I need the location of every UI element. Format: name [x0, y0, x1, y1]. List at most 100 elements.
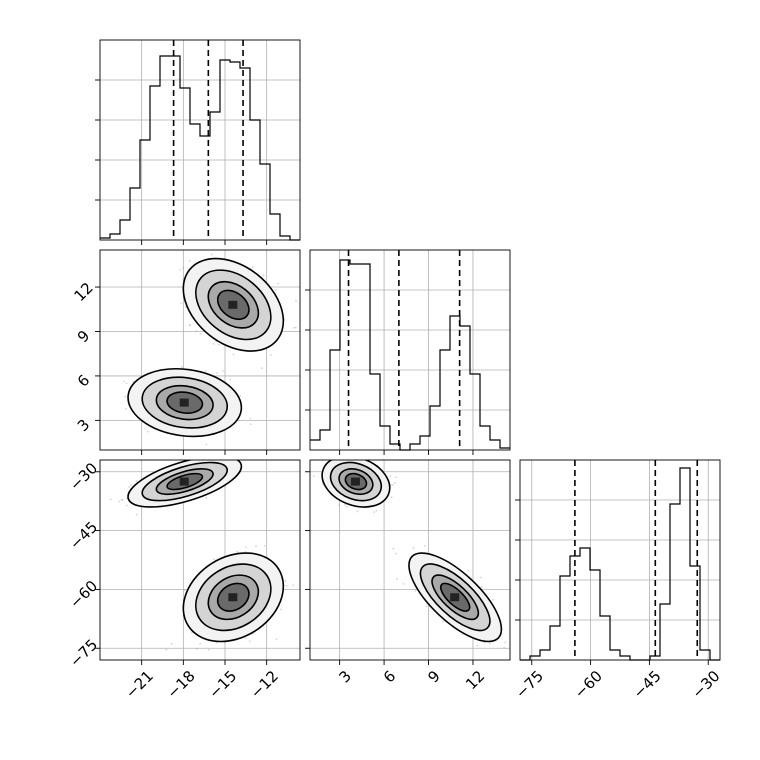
sample-point [391, 484, 394, 487]
panel-frame [519, 459, 721, 661]
panel-frame [99, 249, 301, 451]
sample-point [442, 620, 445, 623]
sample-point [205, 497, 208, 499]
sample-point [205, 443, 208, 446]
sample-point [292, 584, 295, 587]
sample-point [476, 644, 479, 647]
density-peak [450, 593, 460, 602]
sample-point [110, 498, 112, 501]
sample-point [208, 649, 210, 651]
sample-point [184, 305, 187, 308]
panel-background [310, 250, 510, 450]
contour-line [141, 376, 229, 429]
y-tick-label: 12 [71, 279, 97, 305]
sample-point [504, 641, 507, 644]
panel-content [123, 253, 297, 446]
y-tick-label: 6 [74, 371, 93, 390]
contour-line [216, 582, 250, 612]
histogram-line [310, 259, 510, 451]
sample-point [199, 332, 202, 335]
sample-point [229, 378, 232, 381]
sample-point [251, 266, 254, 268]
histogram-line [100, 55, 300, 241]
sample-point [188, 324, 191, 327]
sample-point [182, 267, 185, 270]
sample-point [280, 608, 282, 611]
sample-point [312, 475, 315, 478]
sample-point [232, 353, 235, 356]
sample-point [244, 637, 247, 640]
sample-point [284, 580, 287, 582]
sample-point [124, 395, 127, 398]
sample-point [146, 430, 149, 433]
sample-point [221, 370, 224, 372]
sample-point [390, 496, 393, 499]
panel-frame [309, 249, 511, 451]
contour-line [321, 460, 391, 508]
hist-panel-2 [515, 459, 721, 665]
sample-point [125, 407, 128, 410]
sample-point [402, 582, 405, 585]
x-tick-label: −12 [247, 667, 282, 702]
sample-point [467, 569, 470, 572]
sample-point [123, 380, 125, 383]
x-tick-label: −60 [571, 667, 606, 702]
y-tick-label: −45 [66, 518, 101, 553]
y-tick-label: 9 [74, 327, 93, 346]
panel-content [110, 455, 295, 651]
sample-point [425, 605, 428, 608]
sample-point [260, 367, 263, 370]
sample-point [195, 330, 198, 332]
sample-point [217, 455, 219, 457]
sample-point [128, 486, 130, 488]
contour-line [155, 384, 214, 421]
contour-line [338, 468, 374, 496]
contour-line [195, 563, 272, 632]
contour-line [207, 574, 260, 621]
x-tick-label: −45 [630, 667, 665, 702]
sample-point [120, 498, 123, 501]
x-tick-label: 6 [380, 667, 399, 686]
contour-line [329, 461, 383, 502]
hist-panel-0 [95, 39, 301, 245]
y-tick-label: −75 [66, 636, 101, 671]
contour-line [408, 552, 503, 643]
sample-point [125, 504, 128, 507]
sample-point [263, 544, 266, 547]
panel-frame [99, 39, 301, 241]
density-peak [179, 398, 189, 407]
sample-point [295, 300, 297, 302]
contour-line [195, 269, 272, 341]
sample-point [274, 289, 277, 291]
sample-point [218, 343, 220, 346]
y-tick-label: −30 [66, 459, 101, 494]
sample-point [259, 457, 261, 459]
sample-point [183, 589, 186, 592]
x-tick-label: 3 [335, 667, 354, 686]
sample-point [480, 586, 483, 588]
sample-point [394, 482, 396, 484]
sample-point [277, 282, 280, 285]
contour-line [439, 582, 471, 612]
sample-point [212, 342, 215, 345]
sample-point [414, 589, 417, 592]
y-tick-label: 3 [74, 416, 93, 435]
sample-point [135, 480, 138, 482]
sample-point [424, 545, 426, 547]
contour-line [344, 472, 368, 491]
sample-point [392, 547, 395, 550]
sample-point [492, 598, 495, 601]
contour-line [166, 391, 204, 414]
contour-line [431, 574, 480, 621]
contour-line [127, 460, 243, 508]
x-tick-label: −21 [122, 667, 157, 702]
sample-point [255, 545, 257, 548]
contour-line [141, 461, 229, 502]
scatter-panel-1-2 [305, 459, 511, 665]
contour-line [182, 552, 285, 643]
sample-point [213, 558, 215, 561]
x-tick-label: 9 [424, 667, 443, 686]
sample-point [180, 366, 183, 368]
sample-point [216, 372, 218, 374]
sample-point [479, 576, 482, 579]
